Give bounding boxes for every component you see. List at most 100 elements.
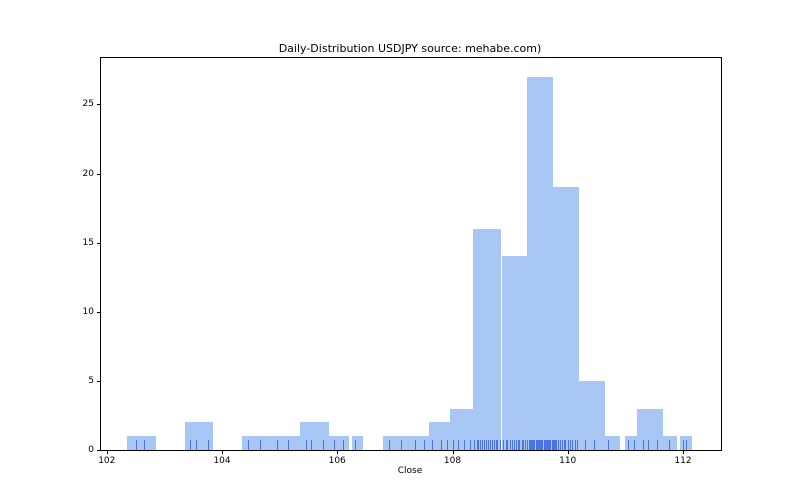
rug-mark [544, 440, 546, 450]
rug-mark [562, 440, 563, 450]
histogram-bar [242, 436, 271, 450]
rug-mark [311, 440, 313, 450]
rug-mark [322, 440, 324, 450]
histogram-bar [662, 436, 678, 450]
y-tick [97, 173, 101, 175]
rug-mark [657, 440, 658, 450]
rug-mark [530, 440, 532, 450]
plot-area: 102 104 106 108 110 112 0 5 10 15 20 25 [83, 57, 722, 466]
x-tick [337, 450, 339, 454]
histogram-bar [429, 422, 450, 450]
rug-mark [480, 440, 482, 450]
histogram-bar [351, 436, 364, 450]
histogram-bar [184, 422, 214, 450]
rug-mark [510, 440, 512, 450]
rug-mark [485, 440, 487, 450]
rug-mark [574, 440, 576, 450]
histogram-bar [625, 436, 637, 450]
y-tick-label: 15 [82, 237, 94, 248]
rug-mark [259, 440, 261, 450]
histogram-bar [527, 76, 554, 450]
rug-mark [513, 440, 515, 450]
rug-mark [572, 440, 574, 450]
rug-mark [144, 440, 146, 450]
rug-mark [458, 440, 460, 450]
rug-mark [497, 440, 499, 450]
rug-mark [469, 440, 471, 450]
rug-mark [533, 440, 535, 450]
rug-mark [528, 440, 530, 450]
rug-mark [545, 440, 547, 450]
rug-mark [400, 440, 402, 450]
x-tick-label: 104 [213, 456, 231, 466]
rug-mark [532, 440, 533, 450]
histogram-bar [449, 408, 473, 450]
x-tick-label: 110 [559, 456, 577, 466]
histogram-bar [271, 436, 300, 450]
rug-mark [464, 440, 465, 450]
rug-mark [527, 440, 529, 450]
rug-mark [685, 440, 687, 450]
histogram-bar [553, 187, 580, 450]
rug-mark [207, 440, 209, 450]
x-tick [222, 450, 223, 454]
rug-mark [534, 440, 536, 450]
rug-mark [441, 440, 442, 450]
rug-mark [432, 440, 434, 450]
rug-mark [247, 440, 249, 450]
rug-mark [628, 440, 630, 450]
rug-mark [196, 440, 198, 450]
chart-title: Daily-Distribution USDJPY source: mehabe… [278, 42, 542, 55]
rug-mark [529, 440, 531, 450]
rug-mark [503, 440, 505, 450]
rug-mark [334, 440, 336, 450]
rug-mark [276, 440, 278, 450]
rug-mark [288, 440, 290, 450]
histogram-bar [579, 380, 606, 450]
rug-mark [519, 440, 521, 450]
rug-mark [549, 440, 551, 450]
rug-mark [642, 440, 644, 450]
histogram-bar [680, 436, 692, 450]
rug-mark [648, 440, 650, 450]
rug-mark [489, 440, 491, 450]
rug-mark [446, 440, 448, 450]
rug-mark [491, 440, 493, 450]
rug-mark [495, 440, 497, 450]
x-axis-label: Close [397, 466, 423, 476]
rug-mark [547, 440, 548, 450]
x-tick-label: 112 [674, 456, 692, 466]
x-tick-label: 106 [328, 456, 346, 466]
y-tick [97, 380, 101, 382]
rug-mark [536, 440, 538, 450]
rug-mark [482, 440, 484, 450]
rug-mark [484, 440, 486, 450]
x-tick-label: 108 [443, 456, 462, 466]
rug-mark [553, 440, 555, 450]
histogram-bar [383, 436, 413, 450]
rug-mark [634, 440, 635, 450]
rug-mark [494, 440, 495, 450]
rug-mark [423, 440, 425, 450]
rug-mark [507, 440, 509, 450]
rug-mark [354, 440, 356, 450]
rug-mark [521, 440, 523, 450]
histogram-bar [412, 436, 430, 450]
rug-mark [548, 440, 550, 450]
y-tick [97, 450, 101, 451]
rug-mark [538, 440, 540, 450]
rug-mark [135, 440, 137, 450]
rug-mark [541, 440, 543, 450]
rug-mark [565, 440, 567, 450]
rug-mark [576, 440, 578, 450]
rug-mark [476, 440, 478, 450]
y-tick-label: 25 [82, 99, 94, 110]
y-tick-label: 10 [82, 306, 94, 317]
rug-mark [683, 440, 684, 450]
rug-mark [556, 440, 558, 450]
rug-mark [343, 440, 344, 450]
rug-mark [559, 440, 561, 450]
rug-mark [517, 440, 519, 450]
histogram-bar [126, 436, 156, 450]
rug-mark [550, 440, 552, 450]
